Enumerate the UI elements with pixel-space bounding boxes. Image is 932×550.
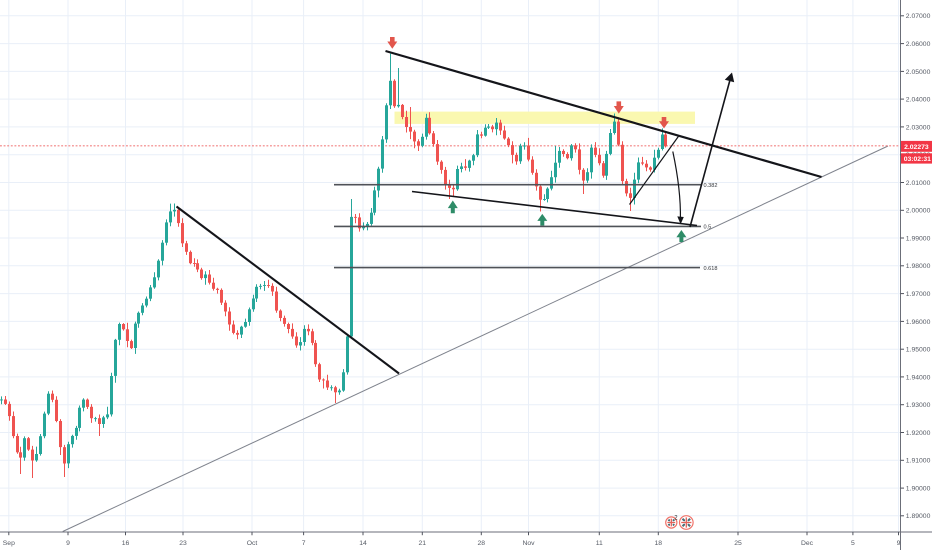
svg-text:Dec: Dec xyxy=(801,540,814,547)
svg-text:11: 11 xyxy=(596,540,603,547)
svg-text:1.93000: 1.93000 xyxy=(906,402,931,409)
svg-text:0.382: 0.382 xyxy=(704,183,718,189)
svg-text:7: 7 xyxy=(302,540,306,547)
svg-text:2.03000: 2.03000 xyxy=(906,124,931,131)
svg-text:2.05000: 2.05000 xyxy=(906,69,931,76)
svg-text:2.06000: 2.06000 xyxy=(906,41,931,48)
svg-text:0.5: 0.5 xyxy=(704,225,712,231)
svg-text:1.98000: 1.98000 xyxy=(906,263,931,270)
svg-text:2.07000: 2.07000 xyxy=(906,13,931,20)
svg-text:1.96000: 1.96000 xyxy=(906,319,931,326)
svg-text:Nov: Nov xyxy=(522,540,535,547)
svg-text:25: 25 xyxy=(734,540,742,547)
svg-text:1.95000: 1.95000 xyxy=(906,347,931,354)
svg-text:Oct: Oct xyxy=(247,540,258,547)
svg-text:03:02:31: 03:02:31 xyxy=(904,156,931,163)
svg-text:2.04000: 2.04000 xyxy=(906,97,931,104)
svg-text:16: 16 xyxy=(122,540,130,547)
svg-text:2: 2 xyxy=(674,515,678,521)
svg-text:9: 9 xyxy=(897,540,901,547)
svg-text:1.91000: 1.91000 xyxy=(906,458,931,465)
svg-text:1.90000: 1.90000 xyxy=(906,486,931,493)
svg-text:28: 28 xyxy=(478,540,486,547)
svg-text:1.89000: 1.89000 xyxy=(906,513,931,520)
svg-text:14: 14 xyxy=(359,540,367,547)
svg-text:1.99000: 1.99000 xyxy=(906,235,931,242)
svg-text:1.94000: 1.94000 xyxy=(906,374,931,381)
svg-text:0.618: 0.618 xyxy=(704,266,718,272)
svg-text:18: 18 xyxy=(655,540,663,547)
svg-text:2.00000: 2.00000 xyxy=(906,208,931,215)
svg-text:2.02273: 2.02273 xyxy=(904,144,929,151)
svg-text:1.97000: 1.97000 xyxy=(906,291,931,298)
svg-text:23: 23 xyxy=(179,540,187,547)
svg-text:5: 5 xyxy=(851,540,855,547)
svg-text:21: 21 xyxy=(419,540,427,547)
svg-text:9: 9 xyxy=(66,540,70,547)
svg-text:Sep: Sep xyxy=(3,540,15,547)
svg-text:1.92000: 1.92000 xyxy=(906,430,931,437)
svg-text:2.01000: 2.01000 xyxy=(906,180,931,187)
